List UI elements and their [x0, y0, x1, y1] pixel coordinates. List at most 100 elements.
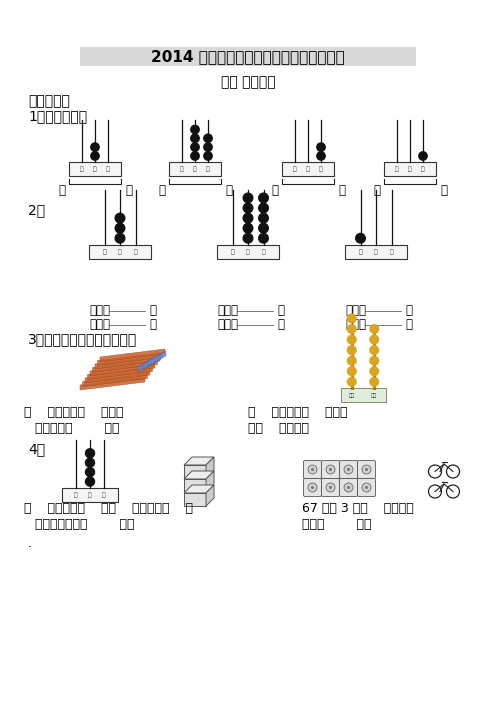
Circle shape — [191, 143, 199, 152]
Circle shape — [115, 213, 125, 223]
Bar — [345, 245, 407, 259]
Bar — [80, 47, 416, 66]
Text: 十: 十 — [193, 166, 197, 172]
Circle shape — [344, 483, 353, 492]
Text: 67 添上 3 是（    ）个十，: 67 添上 3 是（ ）个十， — [302, 501, 414, 515]
FancyBboxPatch shape — [304, 461, 321, 479]
Circle shape — [259, 213, 268, 223]
Circle shape — [347, 314, 357, 323]
Circle shape — [419, 152, 427, 160]
Text: 百: 百 — [80, 166, 84, 172]
Polygon shape — [184, 457, 214, 465]
Text: ）: ） — [277, 303, 284, 317]
Polygon shape — [87, 366, 152, 380]
Text: 百: 百 — [359, 249, 363, 255]
Circle shape — [344, 465, 353, 474]
Circle shape — [259, 203, 268, 213]
Polygon shape — [143, 354, 161, 369]
Text: 十: 十 — [374, 249, 378, 255]
Bar — [384, 162, 436, 176]
Text: 1、看图写数。: 1、看图写数。 — [28, 109, 87, 123]
Text: 个: 个 — [421, 166, 425, 172]
Circle shape — [347, 335, 357, 344]
Circle shape — [347, 324, 357, 333]
Text: 百: 百 — [180, 166, 184, 172]
Circle shape — [317, 152, 325, 160]
Bar — [89, 245, 151, 259]
Circle shape — [85, 458, 95, 468]
Circle shape — [347, 468, 350, 471]
Circle shape — [204, 152, 212, 160]
Text: 十: 十 — [93, 166, 97, 172]
Text: 百: 百 — [395, 166, 399, 172]
Text: （: （ — [158, 183, 165, 197]
Circle shape — [347, 486, 350, 489]
Bar — [217, 245, 279, 259]
Text: 个一合起来是（        ）。: 个一合起来是（ ）。 — [35, 517, 134, 531]
Text: 个: 个 — [106, 166, 110, 172]
Circle shape — [191, 125, 199, 133]
Circle shape — [370, 377, 379, 387]
FancyBboxPatch shape — [339, 479, 358, 496]
Circle shape — [362, 483, 371, 492]
Polygon shape — [206, 457, 214, 478]
Bar — [184, 465, 206, 478]
Circle shape — [370, 366, 379, 376]
Circle shape — [243, 223, 253, 233]
Text: 写作（: 写作（ — [217, 303, 238, 317]
Text: （    ）个十和（    ）个一: （ ）个十和（ ）个一 — [24, 406, 124, 420]
Circle shape — [311, 468, 314, 471]
Text: ）: ） — [125, 183, 132, 197]
Text: ）: ） — [149, 303, 156, 317]
Circle shape — [311, 486, 314, 489]
Circle shape — [347, 366, 357, 376]
Text: （: （ — [58, 183, 65, 197]
Circle shape — [329, 468, 332, 471]
Circle shape — [308, 465, 317, 474]
Text: 十: 十 — [118, 249, 122, 255]
Text: 个: 个 — [206, 166, 210, 172]
Circle shape — [365, 486, 368, 489]
Circle shape — [115, 234, 125, 243]
Circle shape — [317, 143, 325, 152]
Text: 读作（: 读作（ — [345, 317, 366, 331]
Circle shape — [243, 213, 253, 223]
Text: （    ）个十和（    ）（    ）个十是（    ）: （ ）个十和（ ）（ ）个十是（ ） — [24, 501, 193, 515]
Circle shape — [308, 483, 317, 492]
Text: 就是（        ）。: 就是（ ）。 — [302, 517, 372, 531]
Circle shape — [362, 465, 371, 474]
Text: 个: 个 — [261, 249, 265, 255]
FancyBboxPatch shape — [321, 461, 339, 479]
Circle shape — [85, 449, 95, 458]
Bar — [184, 493, 206, 506]
Circle shape — [356, 234, 365, 243]
Polygon shape — [85, 370, 150, 383]
Text: 个位: 个位 — [371, 392, 377, 397]
Text: （: （ — [271, 183, 278, 197]
Text: 4、: 4、 — [28, 442, 45, 456]
Text: ）: ） — [149, 317, 156, 331]
Text: 百: 百 — [293, 166, 297, 172]
Bar — [169, 162, 221, 176]
Circle shape — [91, 143, 99, 152]
Polygon shape — [100, 349, 165, 362]
Text: 十位: 十位 — [349, 392, 355, 397]
Text: （一）填空: （一）填空 — [28, 94, 70, 108]
Circle shape — [259, 234, 268, 243]
Circle shape — [91, 152, 99, 160]
Text: 个: 个 — [319, 166, 323, 172]
Text: （: （ — [373, 183, 380, 197]
Circle shape — [243, 234, 253, 243]
Circle shape — [347, 356, 357, 366]
Circle shape — [85, 477, 95, 486]
Polygon shape — [138, 357, 156, 372]
Text: 写作（: 写作（ — [89, 303, 110, 317]
Text: 2014 年新人教版小学数学一年级暑假作业: 2014 年新人教版小学数学一年级暑假作业 — [151, 49, 345, 64]
Text: 十: 十 — [306, 166, 310, 172]
FancyBboxPatch shape — [358, 461, 375, 479]
Text: 2、: 2、 — [28, 203, 45, 217]
Polygon shape — [82, 373, 147, 387]
Circle shape — [370, 324, 379, 333]
Circle shape — [365, 468, 368, 471]
Polygon shape — [206, 485, 214, 506]
